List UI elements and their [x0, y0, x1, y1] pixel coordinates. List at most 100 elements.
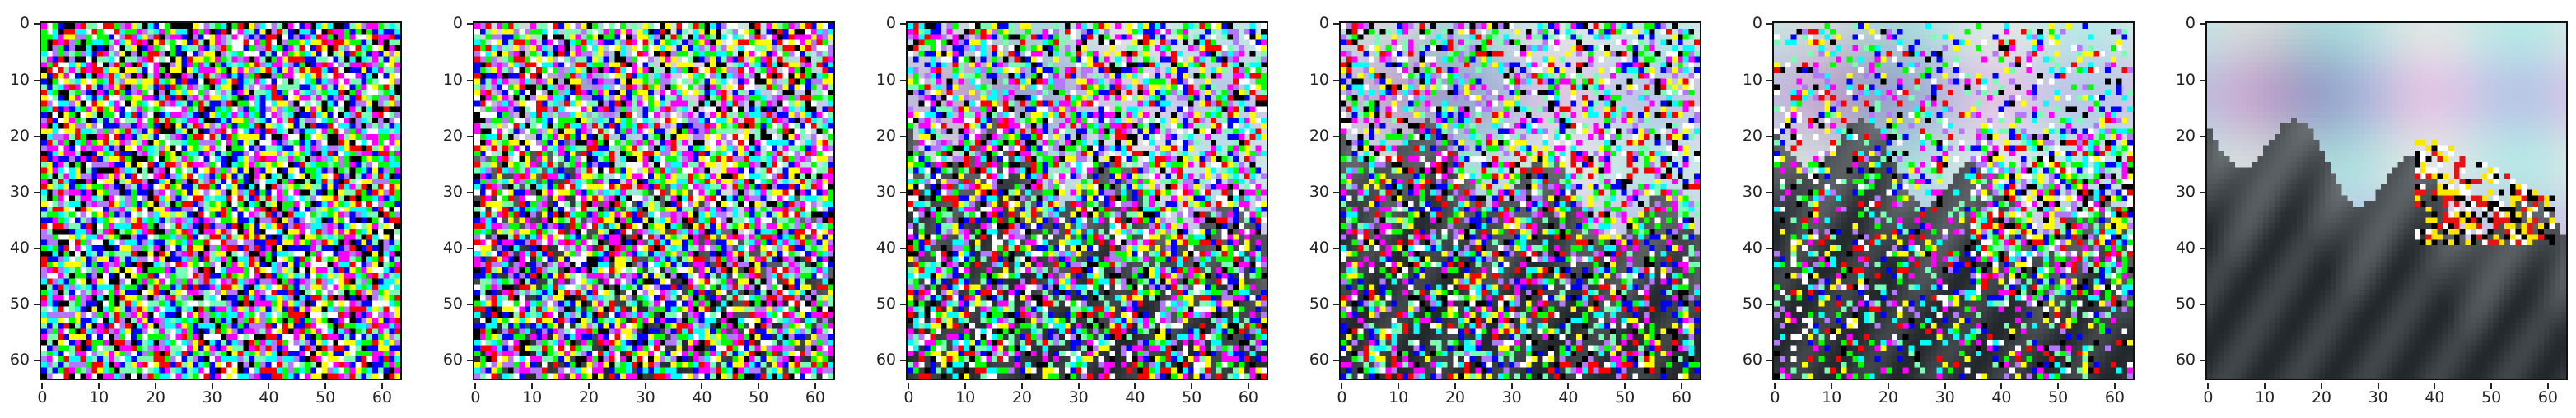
- y-tick-label: 20: [435, 128, 473, 144]
- y-tick-label: 40: [1734, 239, 1772, 256]
- y-tick-label: 20: [2168, 128, 2205, 144]
- image-frame: [40, 21, 402, 380]
- x-tick-label: 0: [459, 383, 492, 406]
- y-tick-label: 30: [435, 183, 473, 200]
- y-tick-label: 50: [1301, 296, 1339, 312]
- y-tick-label: 0: [435, 16, 473, 31]
- y-tick-label: 60: [2168, 352, 2205, 368]
- y-tick-label: 10: [1301, 72, 1339, 88]
- noisy-image: [1774, 23, 2133, 379]
- x-tick-label: 20: [1439, 383, 1472, 406]
- x-tick-label: 30: [1929, 383, 1962, 406]
- y-tick-label: 30: [1734, 183, 1772, 200]
- y-tick-label: 60: [868, 352, 906, 368]
- x-tick-label: 30: [629, 383, 662, 406]
- y-tick-label: 50: [2168, 296, 2205, 312]
- x-tick-label: 30: [196, 383, 229, 406]
- x-tick-label: 40: [1985, 383, 2018, 406]
- y-tick-label: 0: [2168, 16, 2205, 31]
- x-tick-label: 20: [1006, 383, 1038, 406]
- x-tick-label: 40: [252, 383, 285, 406]
- y-tick-label: 40: [868, 239, 906, 256]
- noisy-image: [474, 23, 833, 379]
- y-tick-label: 20: [1301, 128, 1339, 144]
- x-tick-label: 60: [1665, 383, 1698, 406]
- x-tick-label: 30: [1062, 383, 1095, 406]
- image-frame: [473, 21, 835, 380]
- y-tick-label: 50: [435, 296, 473, 312]
- x-tick-label: 60: [799, 383, 832, 406]
- y-tick-label: 40: [2168, 239, 2205, 256]
- x-tick-label: 0: [26, 383, 58, 406]
- x-tick-label: 30: [2362, 383, 2395, 406]
- x-tick-label: 20: [1872, 383, 1905, 406]
- y-tick-label: 20: [868, 128, 906, 144]
- image-frame: [1772, 21, 2135, 380]
- panel-step-2: 0 10 20 30 40 50 60 0 10 20 30 40 50 60: [433, 0, 845, 418]
- y-tick-label: 60: [435, 352, 473, 368]
- x-tick-label: 20: [2305, 383, 2338, 406]
- panel-step-1: 0 10 20 30 40 50 60 0 10 20 30 40 50 60: [0, 0, 412, 418]
- panel-step-6: 0 10 20 30 40 50 60 0 10 20 30 40 50 60: [2166, 0, 2576, 418]
- noisy-image: [41, 23, 400, 379]
- x-tick-label: 10: [82, 383, 115, 406]
- y-tick-label: 10: [1734, 72, 1772, 88]
- panel-step-4: 0 10 20 30 40 50 60 0 10 20 30 40 50 60: [1300, 0, 1711, 418]
- x-tick-label: 40: [1552, 383, 1584, 406]
- x-tick-label: 20: [572, 383, 605, 406]
- x-tick-label: 20: [139, 383, 172, 406]
- x-tick-label: 10: [1382, 383, 1415, 406]
- image-frame: [2205, 21, 2568, 380]
- y-tick-label: 10: [435, 72, 473, 88]
- image-frame: [1339, 21, 1701, 380]
- x-tick-label: 60: [1232, 383, 1265, 406]
- y-tick-label: 0: [2, 16, 40, 31]
- y-tick-label: 50: [1734, 296, 1772, 312]
- noisy-image: [1341, 23, 1700, 379]
- x-tick-label: 50: [1608, 383, 1641, 406]
- y-tick-label: 40: [2, 239, 40, 256]
- y-tick-label: 40: [1301, 239, 1339, 256]
- x-tick-label: 50: [1175, 383, 1208, 406]
- y-tick-label: 10: [2168, 72, 2205, 88]
- x-tick-label: 0: [892, 383, 925, 406]
- y-tick-label: 20: [2, 128, 40, 144]
- y-tick-label: 0: [868, 16, 906, 31]
- y-tick-label: 30: [2168, 183, 2205, 200]
- noisy-image: [908, 23, 1267, 379]
- y-tick-label: 10: [868, 72, 906, 88]
- x-tick-label: 50: [309, 383, 342, 406]
- x-tick-label: 10: [2248, 383, 2281, 406]
- image-frame: [906, 21, 1268, 380]
- x-tick-label: 0: [1325, 383, 1358, 406]
- y-tick-label: 0: [1734, 16, 1772, 31]
- x-tick-label: 50: [2042, 383, 2074, 406]
- y-tick-label: 30: [868, 183, 906, 200]
- y-tick-label: 20: [1734, 128, 1772, 144]
- x-tick-label: 50: [742, 383, 775, 406]
- x-tick-label: 60: [366, 383, 399, 406]
- x-tick-label: 40: [1118, 383, 1151, 406]
- x-tick-label: 50: [2475, 383, 2508, 406]
- x-tick-label: 40: [2418, 383, 2451, 406]
- y-tick-label: 60: [1301, 352, 1339, 368]
- noisy-image: [2207, 23, 2566, 379]
- y-tick-label: 30: [1301, 183, 1339, 200]
- x-tick-label: 10: [1815, 383, 1848, 406]
- y-tick-label: 0: [1301, 16, 1339, 31]
- x-tick-label: 30: [1496, 383, 1528, 406]
- y-tick-label: 40: [435, 239, 473, 256]
- y-tick-label: 50: [2, 296, 40, 312]
- y-tick-label: 50: [868, 296, 906, 312]
- y-tick-label: 60: [2, 352, 40, 368]
- x-tick-label: 0: [2191, 383, 2224, 406]
- x-tick-label: 40: [685, 383, 718, 406]
- x-tick-label: 60: [2098, 383, 2131, 406]
- panel-step-5: 0 10 20 30 40 50 60 0 10 20 30 40 50 60: [1733, 0, 2144, 418]
- x-tick-label: 10: [949, 383, 982, 406]
- y-tick-label: 30: [2, 183, 40, 200]
- x-tick-label: 0: [1758, 383, 1791, 406]
- y-tick-label: 10: [2, 72, 40, 88]
- x-tick-label: 60: [2532, 383, 2564, 406]
